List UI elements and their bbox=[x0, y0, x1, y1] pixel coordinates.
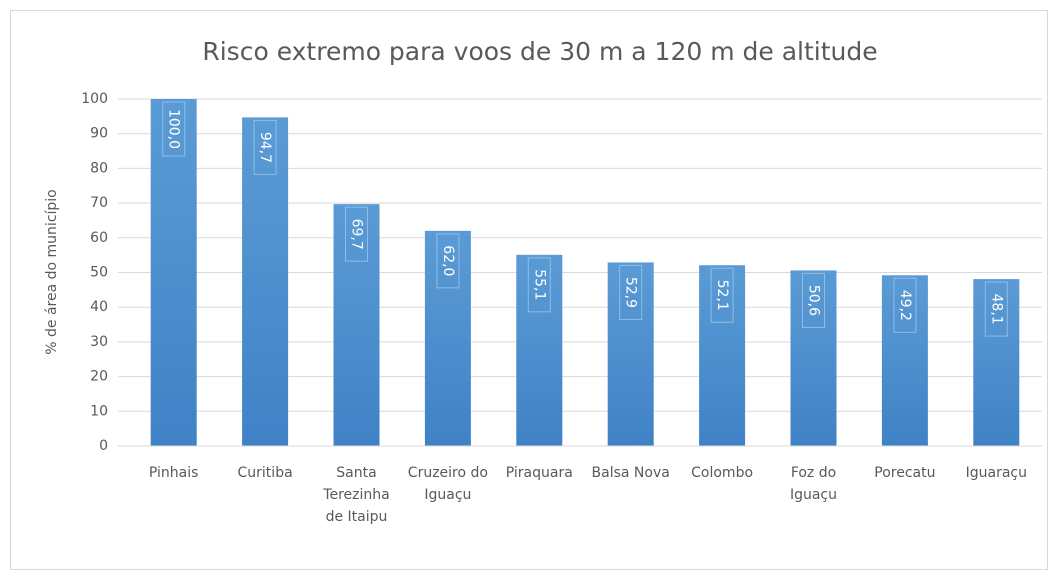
value-label: 100,0 bbox=[166, 109, 182, 149]
value-label-box bbox=[802, 272, 825, 328]
chart-title: Risco extremo para voos de 30 m a 120 m … bbox=[202, 37, 877, 66]
bar bbox=[607, 262, 654, 446]
bar bbox=[242, 117, 289, 447]
x-tick-label: Cruzeiro do Iguaçu bbox=[407, 465, 488, 503]
value-label: 52,1 bbox=[714, 280, 730, 311]
y-tick-label: 40 bbox=[90, 299, 108, 315]
y-tick-label: 30 bbox=[90, 334, 108, 350]
y-tick-label: 80 bbox=[90, 160, 108, 176]
bar bbox=[790, 270, 837, 446]
value-label-box bbox=[527, 257, 551, 313]
value-label: 69,7 bbox=[349, 219, 365, 250]
y-tick-label: 50 bbox=[90, 265, 108, 281]
bar bbox=[973, 279, 1020, 446]
x-tick-label: Porecatu bbox=[874, 465, 936, 481]
x-tick-label: Iguaraçu bbox=[965, 465, 1027, 481]
value-label: 48,1 bbox=[988, 294, 1004, 325]
x-tick-label: Curitiba bbox=[237, 465, 293, 481]
y-tick-label: 0 bbox=[99, 438, 108, 454]
x-tick-label: Balsa Nova bbox=[591, 465, 670, 481]
x-tick-label: Colombo bbox=[691, 465, 754, 481]
value-label: 62,0 bbox=[440, 245, 456, 276]
bar bbox=[333, 204, 380, 446]
y-tick-label: 100 bbox=[81, 91, 108, 107]
value-label: 52,9 bbox=[623, 277, 639, 308]
value-label-box bbox=[345, 206, 368, 262]
y-axis-label: % de área do município bbox=[44, 189, 60, 354]
value-label-box bbox=[984, 281, 1008, 337]
value-label: 50,6 bbox=[806, 285, 822, 316]
value-label: 49,2 bbox=[897, 290, 913, 321]
x-tick-label: Piraquara bbox=[505, 465, 573, 481]
value-label-box bbox=[162, 101, 186, 157]
y-tick-label: 70 bbox=[90, 195, 108, 211]
bar bbox=[699, 265, 746, 446]
chart: Risco extremo para voos de 30 m a 120 m … bbox=[44, 37, 1042, 454]
y-tick-label: 60 bbox=[90, 230, 108, 246]
page: {"chart_data": {"type": "bar", "title": … bbox=[10, 10, 1048, 570]
value-label-box bbox=[436, 233, 460, 289]
value-label-box bbox=[893, 277, 917, 333]
x-tick-label: Santa Terezinha de Itaipu bbox=[323, 465, 390, 525]
y-tick-label: 20 bbox=[90, 369, 108, 385]
bar bbox=[424, 230, 471, 446]
y-tick-label: 90 bbox=[90, 126, 108, 142]
value-label: 55,1 bbox=[531, 269, 547, 300]
bar bbox=[150, 99, 197, 446]
bar bbox=[881, 275, 928, 446]
value-label-box bbox=[253, 119, 277, 175]
x-tick-label: Pinhais bbox=[148, 465, 199, 481]
bar bbox=[516, 254, 563, 446]
value-label-box bbox=[619, 264, 643, 320]
value-label: 94,7 bbox=[257, 132, 273, 163]
value-label-box bbox=[710, 267, 734, 323]
y-tick-label: 10 bbox=[90, 403, 108, 419]
x-tick-label: Foz do Iguaçu bbox=[789, 465, 838, 503]
